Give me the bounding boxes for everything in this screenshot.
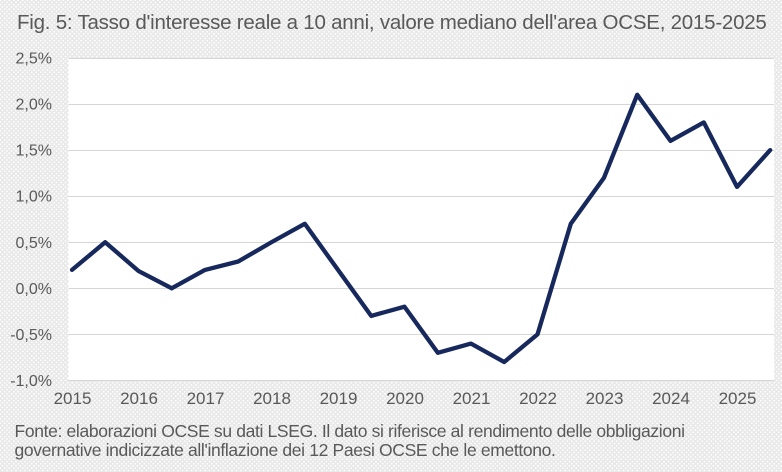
svg-text:2017: 2017 [187,389,225,408]
svg-text:2020: 2020 [386,389,424,408]
svg-text:2019: 2019 [320,389,358,408]
svg-text:-0,5%: -0,5% [10,327,52,344]
svg-text:2022: 2022 [519,389,557,408]
svg-text:2021: 2021 [453,389,491,408]
svg-text:2018: 2018 [253,389,291,408]
svg-text:2024: 2024 [652,389,690,408]
svg-text:2,0%: 2,0% [16,97,52,114]
svg-text:0,5%: 0,5% [16,235,52,252]
svg-text:0,0%: 0,0% [16,281,52,298]
svg-text:2,5%: 2,5% [16,51,52,68]
svg-text:2015: 2015 [54,389,92,408]
svg-text:1,0%: 1,0% [16,189,52,206]
svg-text:2023: 2023 [586,389,624,408]
svg-text:2016: 2016 [120,389,158,408]
svg-text:2025: 2025 [719,389,757,408]
svg-text:1,5%: 1,5% [16,143,52,160]
svg-text:-1,0%: -1,0% [10,373,52,390]
